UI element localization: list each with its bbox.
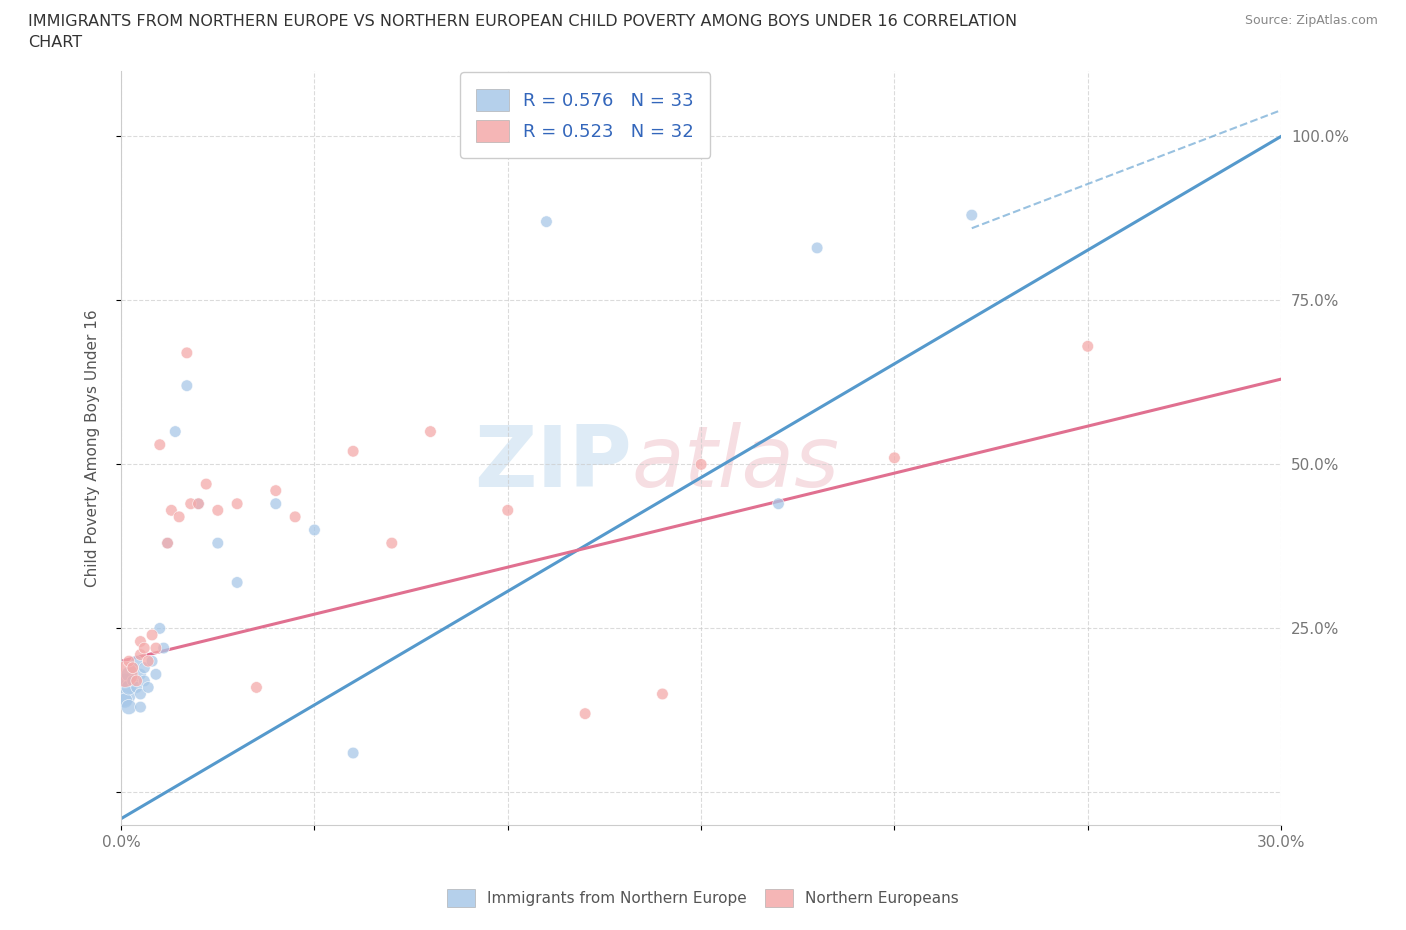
Text: IMMIGRANTS FROM NORTHERN EUROPE VS NORTHERN EUROPEAN CHILD POVERTY AMONG BOYS UN: IMMIGRANTS FROM NORTHERN EUROPE VS NORTH…	[28, 14, 1018, 29]
Point	[141, 654, 163, 669]
Text: ZIP: ZIP	[474, 421, 631, 505]
Point	[145, 667, 167, 682]
Point	[304, 523, 326, 538]
Point	[226, 575, 249, 590]
Text: CHART: CHART	[28, 35, 82, 50]
Point	[118, 654, 141, 669]
Point	[134, 641, 156, 656]
Point	[129, 647, 152, 662]
Point	[264, 484, 287, 498]
Point	[129, 634, 152, 649]
Point	[149, 437, 172, 452]
Text: atlas: atlas	[631, 421, 839, 505]
Point	[118, 667, 141, 682]
Point	[226, 497, 249, 512]
Point	[883, 450, 905, 465]
Point	[125, 680, 148, 695]
Point	[136, 654, 159, 669]
Point	[176, 345, 198, 360]
Point	[180, 497, 202, 512]
Point	[114, 693, 136, 708]
Text: Source: ZipAtlas.com: Source: ZipAtlas.com	[1244, 14, 1378, 27]
Point	[114, 667, 136, 682]
Point	[651, 686, 673, 701]
Point	[129, 699, 152, 714]
Point	[768, 497, 790, 512]
Point	[134, 660, 156, 675]
Point	[125, 654, 148, 669]
Point	[264, 497, 287, 512]
Point	[195, 477, 218, 492]
Point	[112, 686, 135, 701]
Point	[187, 497, 209, 512]
Point	[1077, 339, 1099, 353]
Point	[118, 699, 141, 714]
Point	[156, 536, 179, 551]
Point	[141, 628, 163, 643]
Point	[118, 680, 141, 695]
Point	[381, 536, 404, 551]
Point	[129, 686, 152, 701]
Point	[176, 379, 198, 393]
Point	[806, 241, 828, 256]
Point	[574, 706, 596, 721]
Point	[536, 214, 558, 229]
Point	[165, 424, 187, 439]
Point	[145, 641, 167, 656]
Point	[419, 424, 441, 439]
Point	[121, 660, 143, 675]
Legend: R = 0.576   N = 33, R = 0.523   N = 32: R = 0.576 N = 33, R = 0.523 N = 32	[460, 73, 710, 158]
Point	[245, 680, 267, 695]
Point	[960, 207, 983, 222]
Point	[284, 510, 307, 525]
Point	[121, 660, 143, 675]
Point	[136, 680, 159, 695]
Point	[342, 746, 364, 761]
Point	[152, 641, 174, 656]
Point	[207, 503, 229, 518]
Point	[114, 673, 136, 688]
Point	[187, 497, 209, 512]
Point	[342, 444, 364, 458]
Point	[156, 536, 179, 551]
Point	[160, 503, 183, 518]
Legend: Immigrants from Northern Europe, Northern Europeans: Immigrants from Northern Europe, Norther…	[441, 884, 965, 913]
Point	[496, 503, 519, 518]
Y-axis label: Child Poverty Among Boys Under 16: Child Poverty Among Boys Under 16	[86, 309, 100, 587]
Point	[690, 457, 713, 472]
Point	[121, 673, 143, 688]
Point	[167, 510, 190, 525]
Point	[207, 536, 229, 551]
Point	[129, 667, 152, 682]
Point	[134, 673, 156, 688]
Point	[149, 621, 172, 636]
Point	[125, 673, 148, 688]
